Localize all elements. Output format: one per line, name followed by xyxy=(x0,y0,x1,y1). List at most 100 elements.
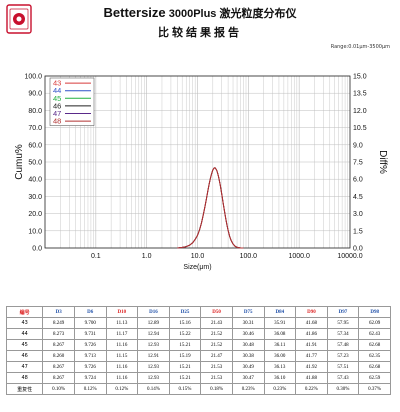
table-cell: 8.267 xyxy=(42,372,75,384)
y-tick-label-left: 10.0 xyxy=(28,228,42,235)
y-tick-label-left: 70.0 xyxy=(28,125,42,132)
x-tick-labels: 0.1 1.0 10.0 100.0 1000.0 10000.0 xyxy=(91,253,363,260)
particle-size-chart: 0.0 10.0 20.0 30.0 40.0 50.0 60.0 70.0 80.0 90.0 1… xyxy=(14,74,388,272)
table-cell: 57.48 xyxy=(326,339,360,351)
table-cell: 8.260 xyxy=(42,350,75,362)
table-cell: 36.00 xyxy=(263,350,297,362)
x-tick-label: 1.0 xyxy=(142,253,152,260)
table-cell: 21.47 xyxy=(200,350,233,362)
column-header: D97 xyxy=(326,306,360,318)
table-cell: 47 xyxy=(5,361,44,373)
table-header-row: 编号 D3 D6 D10 D16 D25 D50 D75 D84 D90 D97 D98 xyxy=(5,306,391,318)
y-tick-label-left: 50.0 xyxy=(28,160,42,167)
legend-label-46: 46 xyxy=(53,101,61,110)
legend-label-47: 47 xyxy=(53,109,61,118)
table-cell: 重复性 xyxy=(5,383,44,395)
instrument-model: 3000Plus 激光粒度分布仪 xyxy=(168,8,297,20)
table-cell: 8.267 xyxy=(42,339,75,351)
table-cell: 0.22% xyxy=(295,383,328,395)
y-tick-label-right: 9.0 xyxy=(353,142,363,149)
column-header: 编号 xyxy=(5,306,44,318)
table-cell: 0.30% xyxy=(326,383,360,395)
table-cell: 15.22 xyxy=(168,328,202,340)
brand-name: Bettersize xyxy=(103,5,166,20)
table-cell: 11.16 xyxy=(105,372,139,384)
table-cell: 45 xyxy=(5,339,44,351)
y-tick-label-left: 60.0 xyxy=(28,142,42,149)
column-header: D84 xyxy=(263,306,297,318)
table-cell: 43 xyxy=(5,317,44,329)
table-cell: 57.34 xyxy=(326,328,360,340)
table-cell: 41.68 xyxy=(295,317,328,329)
x-tick-label: 0.1 xyxy=(91,253,101,260)
column-header: D6 xyxy=(73,306,107,318)
table-cell: 0.12% xyxy=(105,383,139,395)
column-header: D3 xyxy=(42,306,75,318)
y-tick-label-right: 6.0 xyxy=(353,177,363,184)
y-tick-label-right: 10.5 xyxy=(353,125,367,132)
table-cell: 12.93 xyxy=(137,372,170,384)
table-cell: 41.92 xyxy=(295,361,328,373)
table-cell: 46 xyxy=(5,350,44,362)
column-header: D75 xyxy=(231,306,265,318)
column-header: D16 xyxy=(137,306,170,318)
x-tick-label: 100.0 xyxy=(240,253,258,260)
table-cell: 11.16 xyxy=(105,339,139,351)
column-header: D98 xyxy=(358,306,391,318)
distribution-curves xyxy=(177,167,244,249)
table-row: 44 8.273 9.731 11.17 12.94 15.22 21.52 30.46 36.… xyxy=(5,328,391,340)
table-cell: 15.19 xyxy=(168,350,202,362)
y-tick-label-right: 7.5 xyxy=(353,160,363,167)
legend-label-48: 48 xyxy=(53,117,61,126)
table-row: 48 8.267 9.724 11.16 12.93 15.21 21.53 30.47 36.… xyxy=(5,372,391,384)
table-cell: 21.53 xyxy=(200,372,233,384)
table-cell: 9.713 xyxy=(73,350,107,362)
table-cell: 62.68 xyxy=(358,339,391,351)
table-body: 43 8.249 9.700 11.13 12.89 15.16 21.43 30.31 35.… xyxy=(5,317,391,395)
comparison-table: 编号 D3 D6 D10 D16 D25 D50 D75 D84 D90 D97 D98 43 8.24… xyxy=(5,306,391,395)
y-tick-label-left: 0.0 xyxy=(32,246,42,253)
y-tick-label-right: 3.0 xyxy=(353,211,363,218)
y-tick-label-right: 12.0 xyxy=(353,108,367,115)
table-cell: 12.91 xyxy=(137,350,170,362)
x-tick-label: 1000.0 xyxy=(288,253,310,260)
plot-frame xyxy=(44,75,351,249)
table-cell: 35.91 xyxy=(263,317,297,329)
table-cell: 0.37% xyxy=(358,383,391,395)
table-cell: 0.10% xyxy=(42,383,75,395)
table-cell: 9.700 xyxy=(73,317,107,329)
y-tick-label-right: 0.0 xyxy=(353,246,363,253)
column-header: D10 xyxy=(105,306,139,318)
table-cell: 0.15% xyxy=(168,383,202,395)
y-tick-labels-right: 0.0 1.5 3.0 4.5 6.0 7.5 9.0 10.5 12.0 13.5 15.0 xyxy=(353,74,367,253)
table-cell: 9.731 xyxy=(73,328,107,340)
table-cell: 30.31 xyxy=(231,317,265,329)
table-cell: 8.273 xyxy=(42,328,75,340)
table-cell: 0.23% xyxy=(231,383,265,395)
table-cell: 0.14% xyxy=(137,383,170,395)
table-cell: 15.16 xyxy=(168,317,202,329)
range-label: Range:0.01μm-3500μm xyxy=(330,44,390,50)
table-row: 45 8.267 9.726 11.16 12.93 15.21 21.52 30.48 36.… xyxy=(5,339,391,351)
legend-box xyxy=(49,77,95,126)
y-tick-label-left: 30.0 xyxy=(28,194,42,201)
table-cell: 36.08 xyxy=(263,328,297,340)
table-cell: 30.46 xyxy=(231,328,265,340)
y-axis-label-right: Diff% xyxy=(377,150,388,174)
table-cell: 62.09 xyxy=(358,317,391,329)
y-tick-label-left: 90.0 xyxy=(28,91,42,98)
table-cell: 57.95 xyxy=(326,317,360,329)
table-cell: 44 xyxy=(5,328,44,340)
table-cell: 30.48 xyxy=(231,339,265,351)
table-cell: 8.249 xyxy=(42,317,75,329)
legend-label-44: 44 xyxy=(53,86,61,95)
y-axis-label-left: Cumu% xyxy=(14,144,25,180)
table-cell: 57.23 xyxy=(326,350,360,362)
table-cell: 9.724 xyxy=(73,372,107,384)
table-row: 重复性 0.10% 0.12% 0.12% 0.14% 0.15% 0.18% 0.23% 0.… xyxy=(5,383,391,395)
table-cell: 11.13 xyxy=(105,317,139,329)
report-subtitle: 比较结果报告 xyxy=(158,27,242,39)
y-tick-labels-left: 0.0 10.0 20.0 30.0 40.0 50.0 60.0 70.0 80.0 90.0 1… xyxy=(24,74,42,253)
table-cell: 62.59 xyxy=(358,372,391,384)
